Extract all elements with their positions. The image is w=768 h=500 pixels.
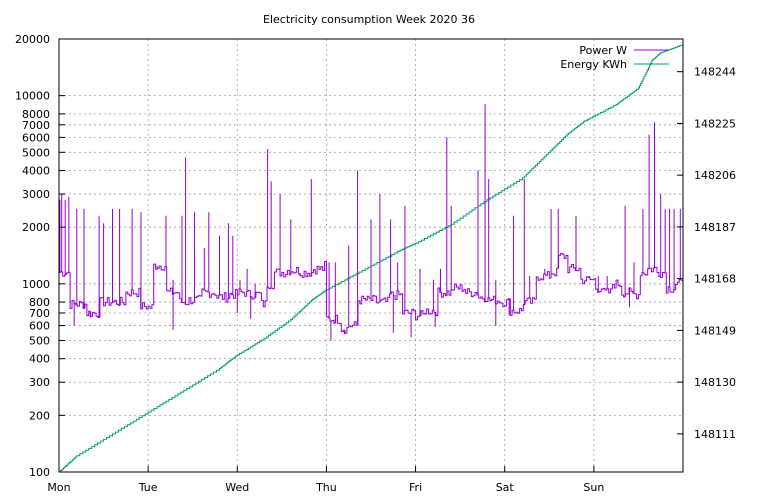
x-tick-label: Sat <box>496 481 515 494</box>
x-tick-label: Sun <box>583 481 604 494</box>
y-right-tick-label: 148225 <box>694 117 736 130</box>
y-right-tick-label: 148111 <box>694 428 736 441</box>
y-left-tick-label: 4000 <box>22 165 50 178</box>
y-right-tick-label: 148149 <box>694 324 736 337</box>
legend-label: Power W <box>579 44 627 57</box>
y-right-tick-label: 148187 <box>694 221 736 234</box>
energy-series <box>59 44 684 473</box>
x-tick-label: Tue <box>138 481 158 494</box>
y-left-tick-label: 6000 <box>22 131 50 144</box>
y-left-tick-label: 20000 <box>15 33 50 46</box>
y-right-tick-label: 148244 <box>694 66 736 79</box>
energy-kwh-line <box>59 44 684 473</box>
y-left-tick-label: 800 <box>29 296 50 309</box>
y-left-tick-label: 400 <box>29 353 50 366</box>
y-left-tick-label: 7000 <box>22 119 50 132</box>
y-left-tick-label: 700 <box>29 307 50 320</box>
y-left-tick-label: 8000 <box>22 108 50 121</box>
y-left-tick-label: 100 <box>29 466 50 479</box>
y-left-tick-label: 5000 <box>22 146 50 159</box>
y-left-tick-label: 200 <box>29 409 50 422</box>
chart-title: Electricity consumption Week 2020 36 <box>263 13 475 26</box>
legend-label: Energy KWh <box>560 58 627 71</box>
y-left-tick-label: 2000 <box>22 221 50 234</box>
y-left-tick-label: 3000 <box>22 188 50 201</box>
y-right-tick-label: 148168 <box>694 273 736 286</box>
right-axis: 148111 148130 148149 148168 148187 148206 1482… <box>677 66 736 441</box>
x-axis: Mon Tue Wed Thu Fri Sat Sun <box>47 466 604 494</box>
y-right-tick-label: 148206 <box>694 169 736 182</box>
y-left-tick-label: 1000 <box>22 278 50 291</box>
x-tick-label: Fri <box>409 481 422 494</box>
plot-frame <box>58 38 684 473</box>
y-right-tick-label: 148130 <box>694 376 736 389</box>
y-left-tick-label: 300 <box>29 376 50 389</box>
y-left-tick-label: 500 <box>29 334 50 347</box>
x-tick-label: Wed <box>225 481 249 494</box>
x-tick-label: Thu <box>315 481 337 494</box>
y-left-tick-label: 10000 <box>15 90 50 103</box>
x-tick-label: Mon <box>47 481 70 494</box>
y-left-tick-label: 600 <box>29 320 50 333</box>
